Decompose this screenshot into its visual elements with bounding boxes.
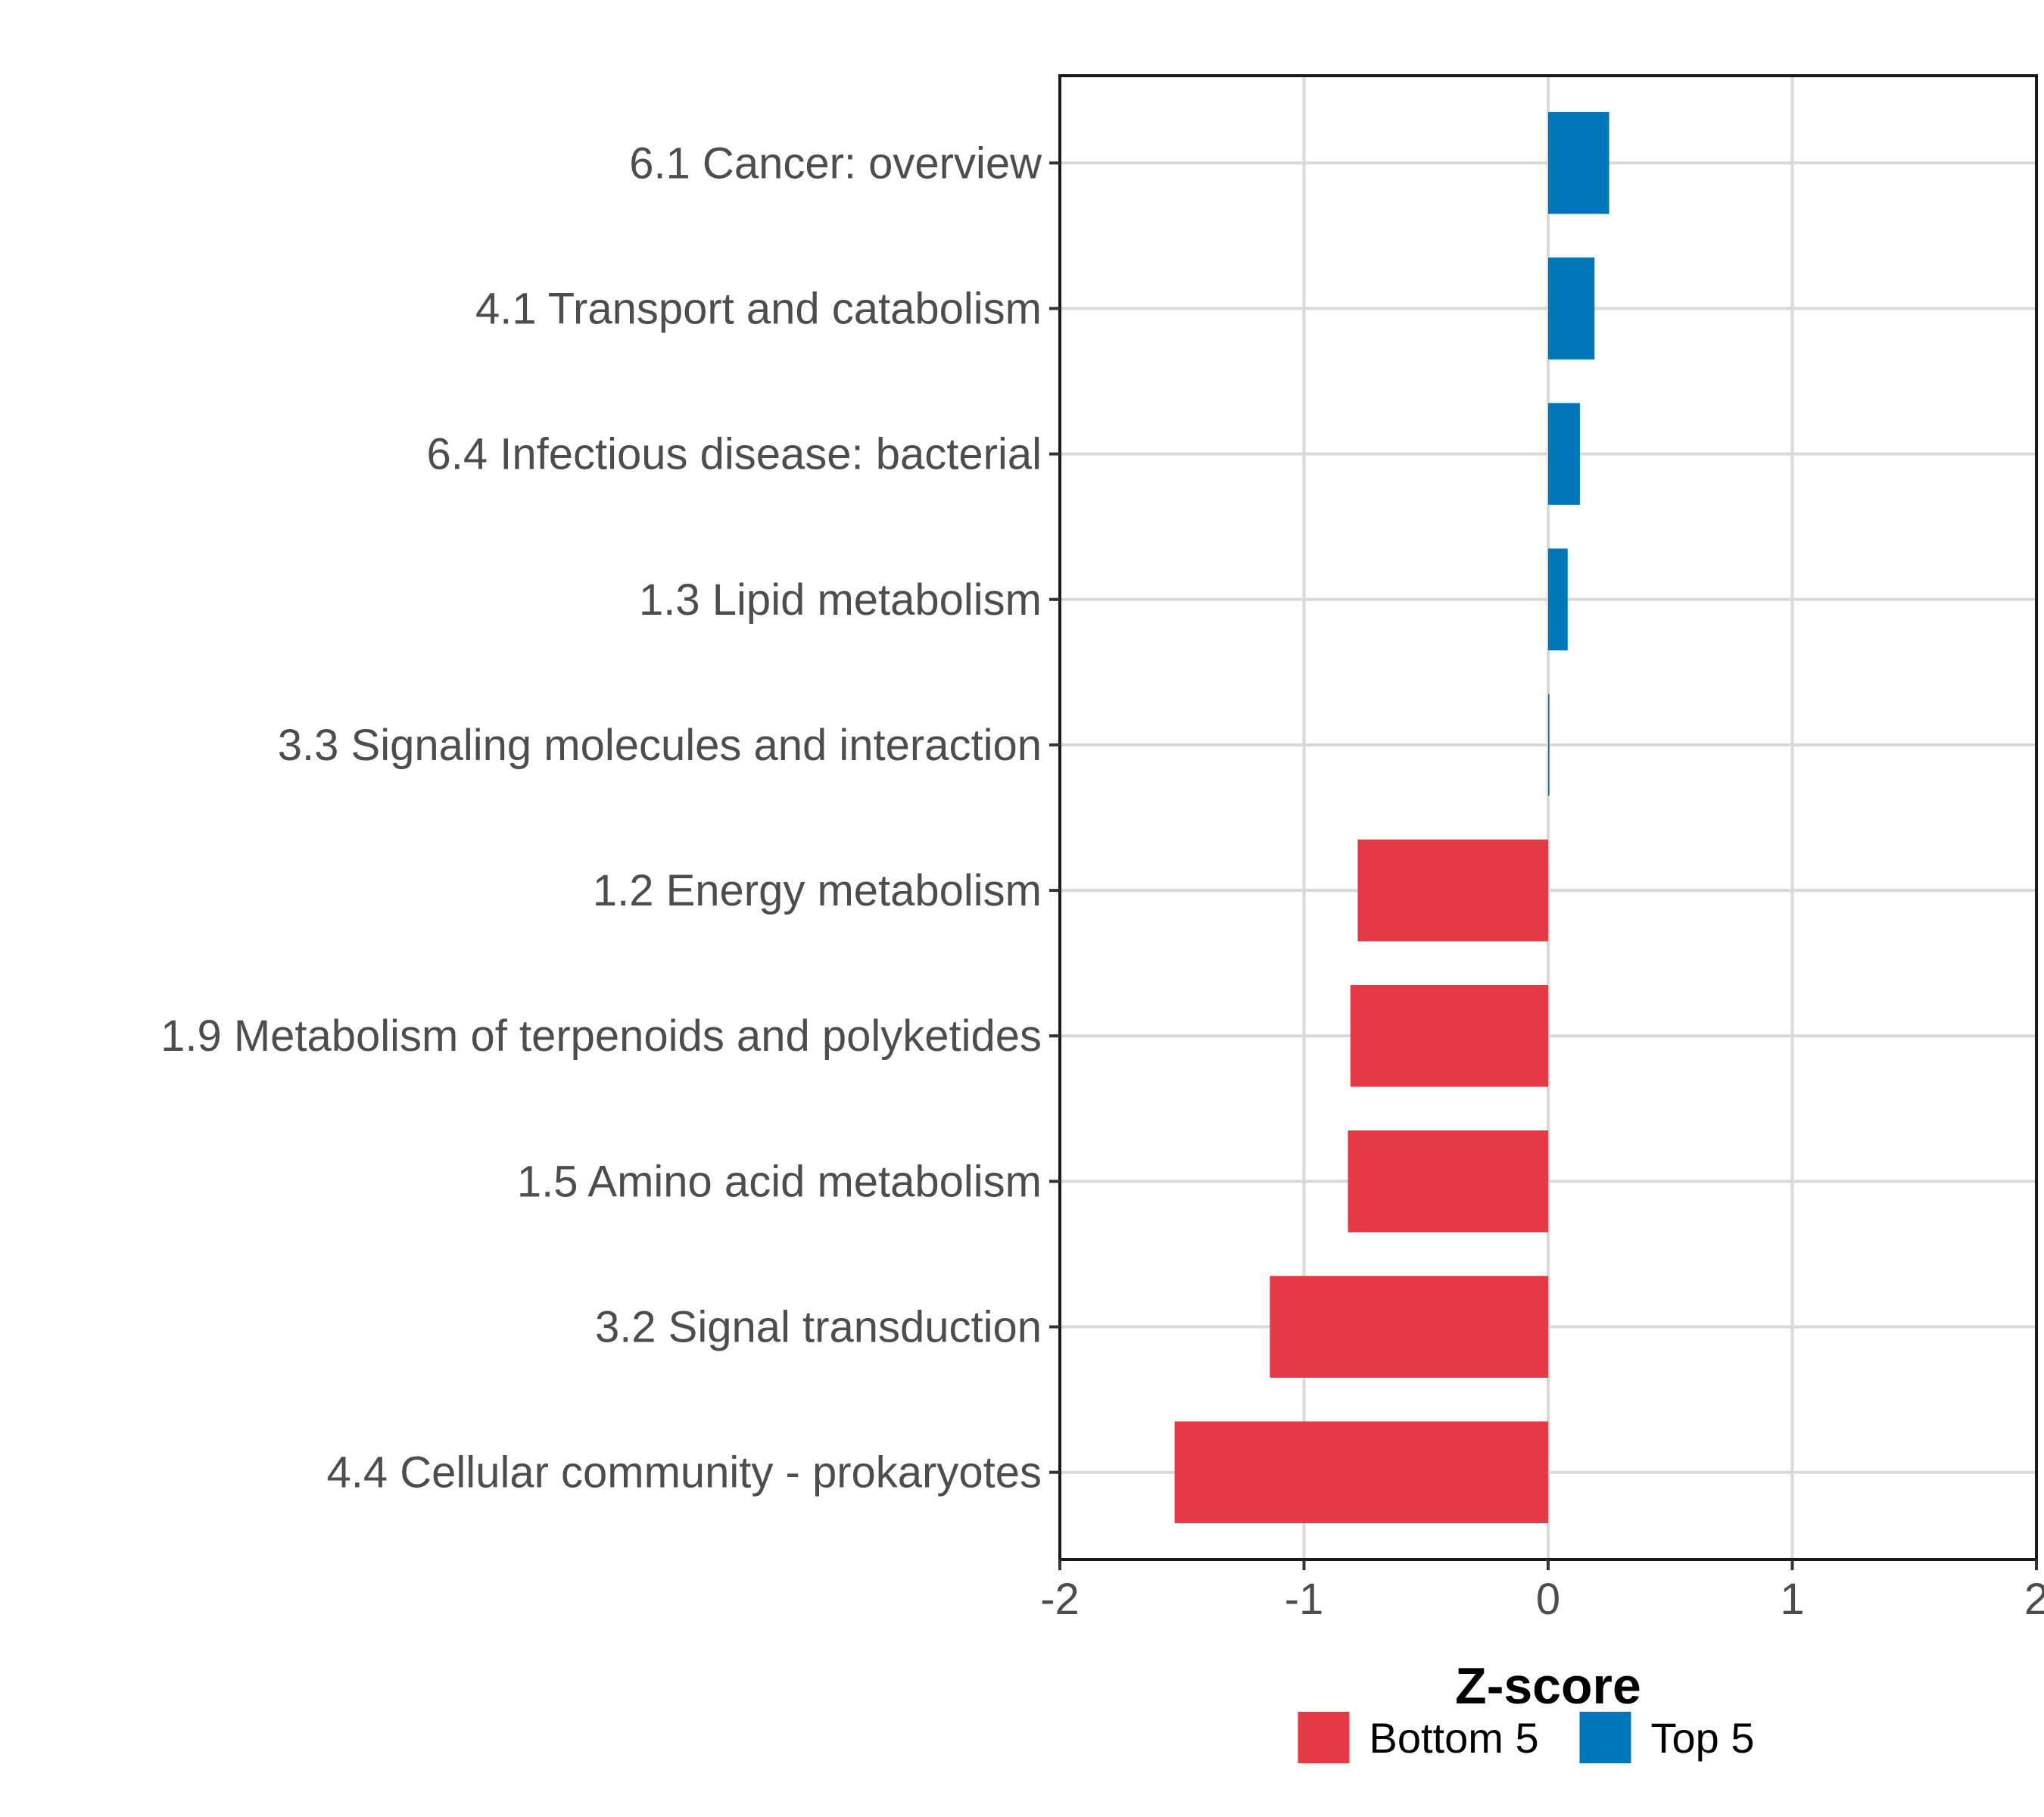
x-axis-ticks: -2 -1 0 1 2 (1040, 1560, 2044, 1624)
x-tick-label: 1 (1780, 1575, 1804, 1624)
category-label: 1.5 Amino acid metabolism (517, 1157, 1042, 1206)
legend-label: Top 5 (1651, 1714, 1755, 1762)
y-axis-ticks: 6.1 Cancer: overview 4.1 Transport and ca… (160, 139, 1060, 1498)
bar-bottom (1348, 1130, 1548, 1233)
bar-bottom (1174, 1421, 1548, 1523)
legend-label: Bottom 5 (1369, 1714, 1539, 1762)
category-label: 6.4 Infectious disease: bacterial (427, 430, 1042, 479)
bar-top (1548, 257, 1595, 360)
category-label: 4.4 Cellular community - prokaryotes (327, 1448, 1042, 1498)
legend-swatch (1579, 1712, 1631, 1763)
bar-top (1548, 112, 1609, 214)
legend-swatch (1298, 1712, 1350, 1763)
bar-bottom (1270, 1276, 1548, 1378)
legend: Bottom 5 Top 5 (1298, 1712, 1755, 1763)
x-tick-label: -1 (1285, 1575, 1324, 1624)
x-tick-label: 0 (1536, 1575, 1560, 1624)
bar-bottom (1357, 839, 1548, 942)
x-tick-label: 2 (2024, 1575, 2044, 1624)
bar-bottom (1350, 984, 1548, 1087)
category-label: 4.1 Transport and catabolism (475, 284, 1042, 333)
bar-top (1548, 693, 1550, 796)
category-label: 1.3 Lipid metabolism (639, 575, 1042, 625)
x-tick-label: -2 (1040, 1575, 1080, 1624)
bar-top (1548, 403, 1580, 505)
category-label: 3.3 Signaling molecules and interaction (278, 721, 1042, 770)
category-label: 6.1 Cancer: overview (629, 139, 1042, 188)
category-label: 3.2 Signal transduction (595, 1303, 1042, 1352)
x-axis-title: Z-score (1455, 1657, 1641, 1715)
category-label: 1.9 Metabolism of terpenoids and polyket… (160, 1011, 1042, 1061)
bar-top (1548, 548, 1568, 651)
bars (1174, 112, 1609, 1523)
category-label: 1.2 Energy metabolism (593, 866, 1042, 915)
